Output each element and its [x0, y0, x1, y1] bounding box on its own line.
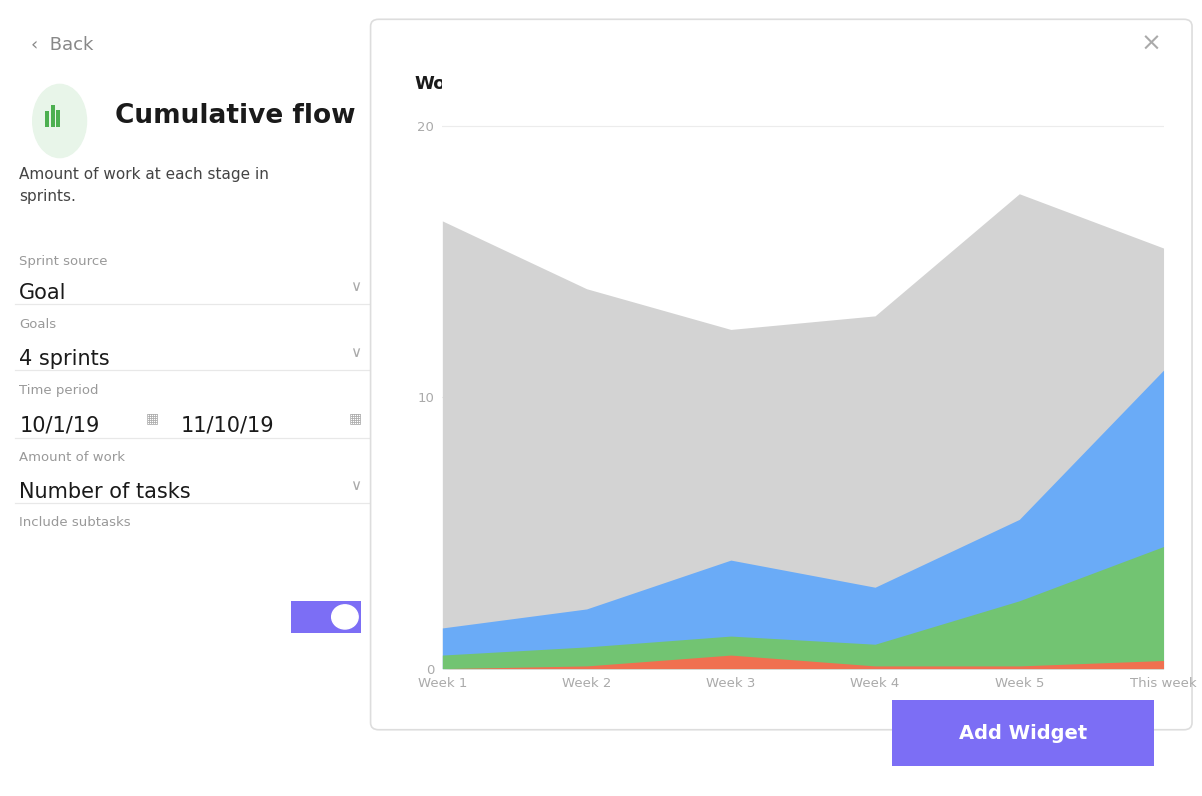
Text: Number of tasks: Number of tasks — [19, 482, 191, 502]
Text: Cumulative flow: Cumulative flow — [115, 103, 356, 129]
Text: ∨: ∨ — [351, 345, 362, 360]
FancyBboxPatch shape — [50, 105, 54, 127]
Text: Include subtasks: Include subtasks — [19, 516, 131, 529]
Text: Goal: Goal — [19, 283, 67, 302]
Text: ∨: ∨ — [351, 478, 362, 494]
Text: Sprint source: Sprint source — [19, 255, 108, 267]
FancyBboxPatch shape — [370, 19, 1192, 730]
Circle shape — [332, 605, 358, 629]
Text: Amount of work: Amount of work — [19, 451, 125, 463]
Text: ‹  Back: ‹ Back — [31, 36, 93, 54]
Text: Add Widget: Add Widget — [959, 724, 1087, 743]
Text: 10/1/19: 10/1/19 — [19, 416, 100, 435]
Text: ∨: ∨ — [351, 279, 362, 294]
Text: Goals: Goals — [19, 318, 56, 331]
Text: Time period: Time period — [19, 384, 99, 396]
Text: Workload: Workload — [415, 75, 511, 93]
Text: ×: × — [1141, 32, 1161, 57]
Text: 11/10/19: 11/10/19 — [180, 416, 274, 435]
FancyBboxPatch shape — [56, 110, 60, 127]
FancyBboxPatch shape — [46, 111, 49, 127]
FancyBboxPatch shape — [282, 593, 369, 641]
Text: Amount of work at each stage in
sprints.: Amount of work at each stage in sprints. — [19, 167, 269, 205]
FancyBboxPatch shape — [871, 695, 1174, 771]
Text: ▦: ▦ — [147, 412, 160, 426]
Text: ▦: ▦ — [349, 412, 362, 426]
Text: 4 sprints: 4 sprints — [19, 349, 109, 369]
Ellipse shape — [32, 84, 87, 158]
